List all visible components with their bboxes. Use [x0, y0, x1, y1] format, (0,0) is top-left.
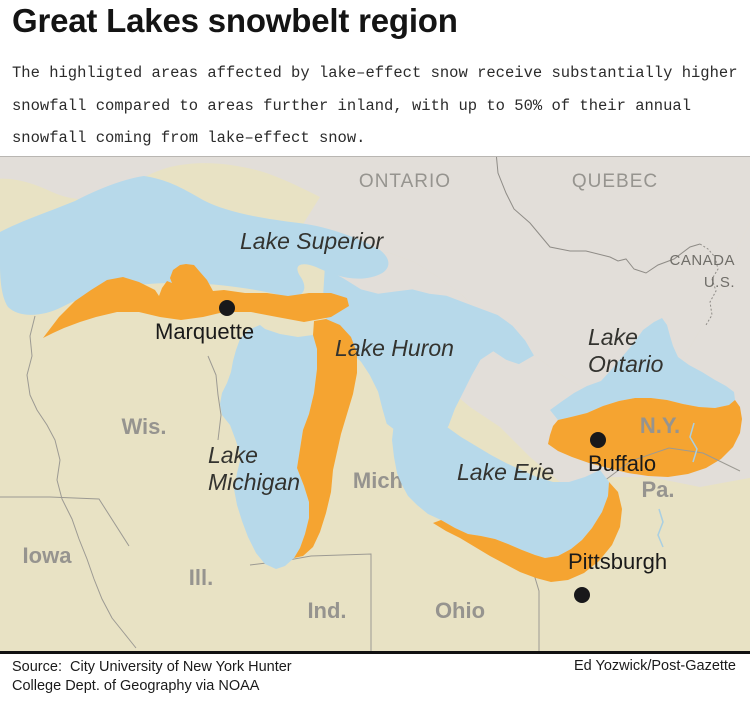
svg-text:Ontario: Ontario — [588, 351, 664, 377]
svg-text:N.Y.: N.Y. — [640, 413, 680, 438]
svg-text:Lake Erie: Lake Erie — [457, 459, 554, 485]
svg-text:CANADA: CANADA — [669, 252, 735, 269]
svg-text:Wis.: Wis. — [121, 414, 166, 439]
svg-text:Buffalo: Buffalo — [588, 451, 656, 476]
svg-text:Pa.: Pa. — [641, 477, 674, 502]
svg-text:Ohio: Ohio — [435, 598, 485, 623]
svg-text:ONTARIO: ONTARIO — [359, 171, 451, 192]
svg-text:Lake Huron: Lake Huron — [335, 335, 454, 361]
svg-text:Pittsburgh: Pittsburgh — [568, 549, 667, 574]
svg-text:Ill.: Ill. — [189, 565, 213, 590]
svg-text:Marquette: Marquette — [155, 319, 254, 344]
svg-text:Lake: Lake — [208, 442, 258, 468]
svg-text:Ind.: Ind. — [307, 598, 346, 623]
svg-text:Michigan: Michigan — [208, 469, 300, 495]
svg-text:U.S.: U.S. — [704, 274, 735, 291]
svg-text:Lake: Lake — [588, 324, 638, 350]
svg-text:QUEBEC: QUEBEC — [572, 171, 658, 192]
svg-text:Iowa: Iowa — [23, 543, 73, 568]
svg-text:Lake Superior: Lake Superior — [240, 228, 385, 254]
